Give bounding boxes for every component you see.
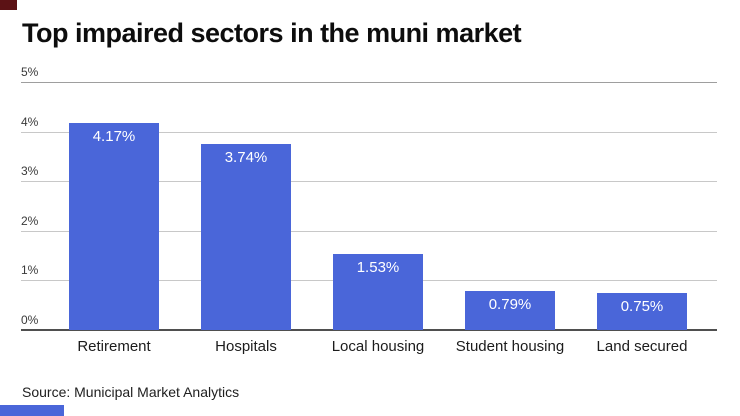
bar-value-label: 0.79% bbox=[488, 295, 532, 313]
x-axis-line bbox=[21, 329, 717, 331]
y-axis-tick-label: 0% bbox=[21, 313, 39, 327]
bar-value-label: 0.75% bbox=[620, 297, 664, 315]
y-axis-tick-label: 5% bbox=[21, 65, 39, 79]
brand-mark-top-left bbox=[0, 0, 17, 10]
category-label: Local housing bbox=[331, 338, 425, 355]
bar-value-label: 1.53% bbox=[356, 259, 400, 277]
chart-title: Top impaired sectors in the muni market bbox=[22, 18, 522, 48]
gridline-5pct bbox=[21, 82, 717, 83]
y-axis-tick-label: 1% bbox=[21, 263, 39, 278]
bar-retirement: 4.17% bbox=[69, 123, 159, 330]
category-label: Land secured bbox=[596, 338, 688, 355]
gridline-3pct bbox=[21, 181, 717, 183]
brand-mark-bottom-left bbox=[0, 405, 64, 416]
gridline-4pct bbox=[21, 131, 717, 133]
bar-value-label: 3.74% bbox=[224, 149, 268, 167]
bar-land-secured: 0.75% bbox=[597, 292, 687, 330]
bar-value-label: 4.17% bbox=[92, 128, 136, 146]
y-axis-tick-label: 4% bbox=[21, 114, 39, 129]
bar-local-housing: 1.53% bbox=[333, 254, 423, 330]
category-label: Hospitals bbox=[215, 338, 277, 355]
category-label: Retirement bbox=[77, 338, 151, 355]
source-attribution: Source: Municipal Market Analytics bbox=[22, 384, 240, 400]
y-axis-tick-label: 2% bbox=[21, 213, 39, 228]
bar-hospitals: 3.74% bbox=[201, 144, 291, 330]
category-label: Student housing bbox=[455, 338, 565, 355]
gridline-2pct bbox=[21, 230, 717, 232]
bar-student-housing: 0.79% bbox=[465, 290, 555, 330]
y-axis-tick-label: 3% bbox=[21, 164, 39, 179]
